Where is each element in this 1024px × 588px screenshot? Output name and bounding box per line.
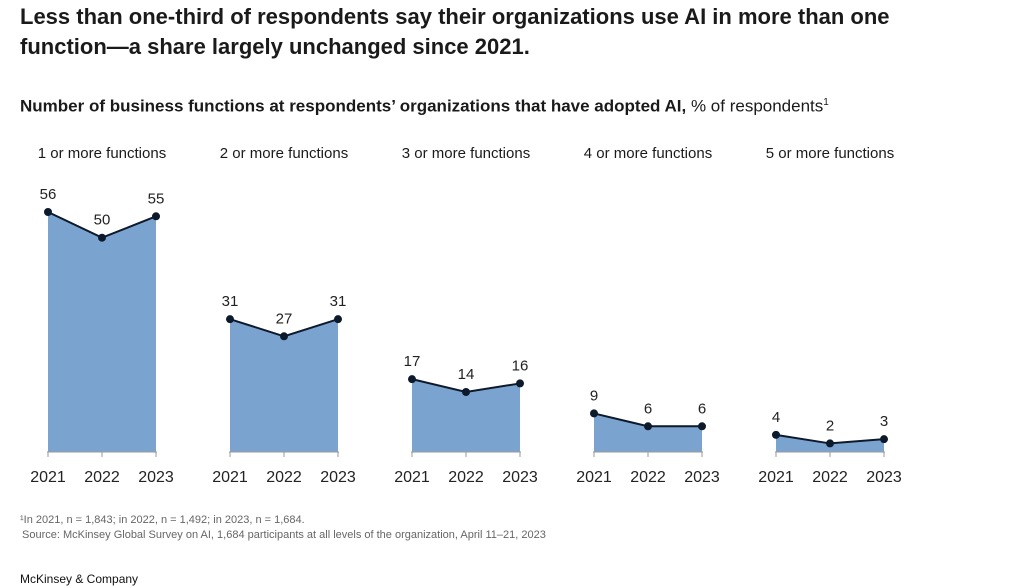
footnote-marker: 1 xyxy=(823,97,829,108)
panel-title-5: 5 or more functions xyxy=(765,145,895,162)
panel-title-1: 1 or more functions xyxy=(37,145,167,162)
x-tick-label-5-2023: 2023 xyxy=(866,469,902,486)
data-label-1-2023: 55 xyxy=(148,190,165,207)
x-tick-label-3-2022: 2022 xyxy=(448,469,484,486)
data-label-1-2021: 56 xyxy=(40,186,57,203)
data-point-1-2023 xyxy=(152,212,160,221)
subtitle-bold: Number of business functions at responde… xyxy=(20,96,687,116)
data-point-1-2021 xyxy=(44,208,52,216)
data-label-5-2023: 3 xyxy=(880,413,888,430)
data-label-3-2023: 16 xyxy=(512,357,529,374)
footnote-sample-sizes: ¹In 2021, n = 1,843; in 2022, n = 1,492;… xyxy=(20,514,305,526)
chart-headline: Less than one-third of respondents say t… xyxy=(20,4,890,59)
data-label-3-2021: 17 xyxy=(404,353,421,370)
x-tick-label-5-2021: 2021 xyxy=(758,469,794,486)
panel-title-2: 2 or more functions xyxy=(219,145,349,162)
data-label-5-2021: 4 xyxy=(772,409,780,426)
x-tick-label-5-2022: 2022 xyxy=(812,469,848,486)
x-tick-label-1-2021: 2021 xyxy=(30,469,66,486)
data-point-3-2022 xyxy=(462,388,470,396)
data-point-5-2023 xyxy=(880,435,888,444)
data-point-2-2021 xyxy=(226,315,234,324)
data-point-3-2021 xyxy=(408,375,416,384)
data-point-4-2023 xyxy=(698,422,706,431)
data-point-3-2023 xyxy=(516,379,524,388)
panel-title-4: 4 or more functions xyxy=(583,145,713,162)
data-point-2-2022 xyxy=(280,332,288,341)
x-tick-label-4-2021: 2021 xyxy=(576,469,612,486)
data-label-2-2022: 27 xyxy=(276,310,293,327)
area-fill-3 xyxy=(412,379,520,452)
x-tick-label-2-2021: 2021 xyxy=(212,469,248,486)
x-tick-label-2-2022: 2022 xyxy=(266,469,302,486)
data-point-4-2021 xyxy=(590,409,598,418)
chart-subtitle: Number of business functions at responde… xyxy=(20,92,829,118)
data-label-2-2023: 31 xyxy=(330,293,347,310)
footnote-source: Source: McKinsey Global Survey on AI, 1,… xyxy=(22,529,546,541)
subtitle-unit: % of respondents xyxy=(686,96,824,116)
data-point-5-2021 xyxy=(772,430,780,439)
data-point-5-2022 xyxy=(826,439,834,448)
x-tick-label-2-2023: 2023 xyxy=(320,469,356,486)
panel-title-3: 3 or more functions xyxy=(401,145,531,162)
x-tick-label-4-2023: 2023 xyxy=(684,469,720,486)
x-tick-label-1-2023: 2023 xyxy=(138,469,174,486)
footnote: ¹In 2021, n = 1,843; in 2022, n = 1,492;… xyxy=(20,513,546,543)
data-label-4-2022: 6 xyxy=(644,400,652,417)
data-label-5-2022: 2 xyxy=(826,417,834,434)
data-point-2-2023 xyxy=(334,315,342,324)
brand-credit: McKinsey & Company xyxy=(20,572,139,586)
area-fill-4 xyxy=(594,413,702,452)
x-tick-label-4-2022: 2022 xyxy=(630,469,666,486)
x-tick-label-3-2023: 2023 xyxy=(502,469,538,486)
data-point-4-2022 xyxy=(644,422,652,431)
data-label-4-2021: 9 xyxy=(590,387,598,404)
area-fill-1 xyxy=(48,212,156,452)
data-label-4-2023: 6 xyxy=(698,400,706,417)
data-point-1-2022 xyxy=(98,233,106,242)
x-tick-label-3-2021: 2021 xyxy=(394,469,430,486)
data-label-3-2022: 14 xyxy=(458,366,475,383)
area-fill-2 xyxy=(230,319,338,452)
x-tick-label-1-2022: 2022 xyxy=(84,469,120,486)
data-label-1-2022: 50 xyxy=(94,212,111,229)
data-label-2-2021: 31 xyxy=(222,293,239,310)
